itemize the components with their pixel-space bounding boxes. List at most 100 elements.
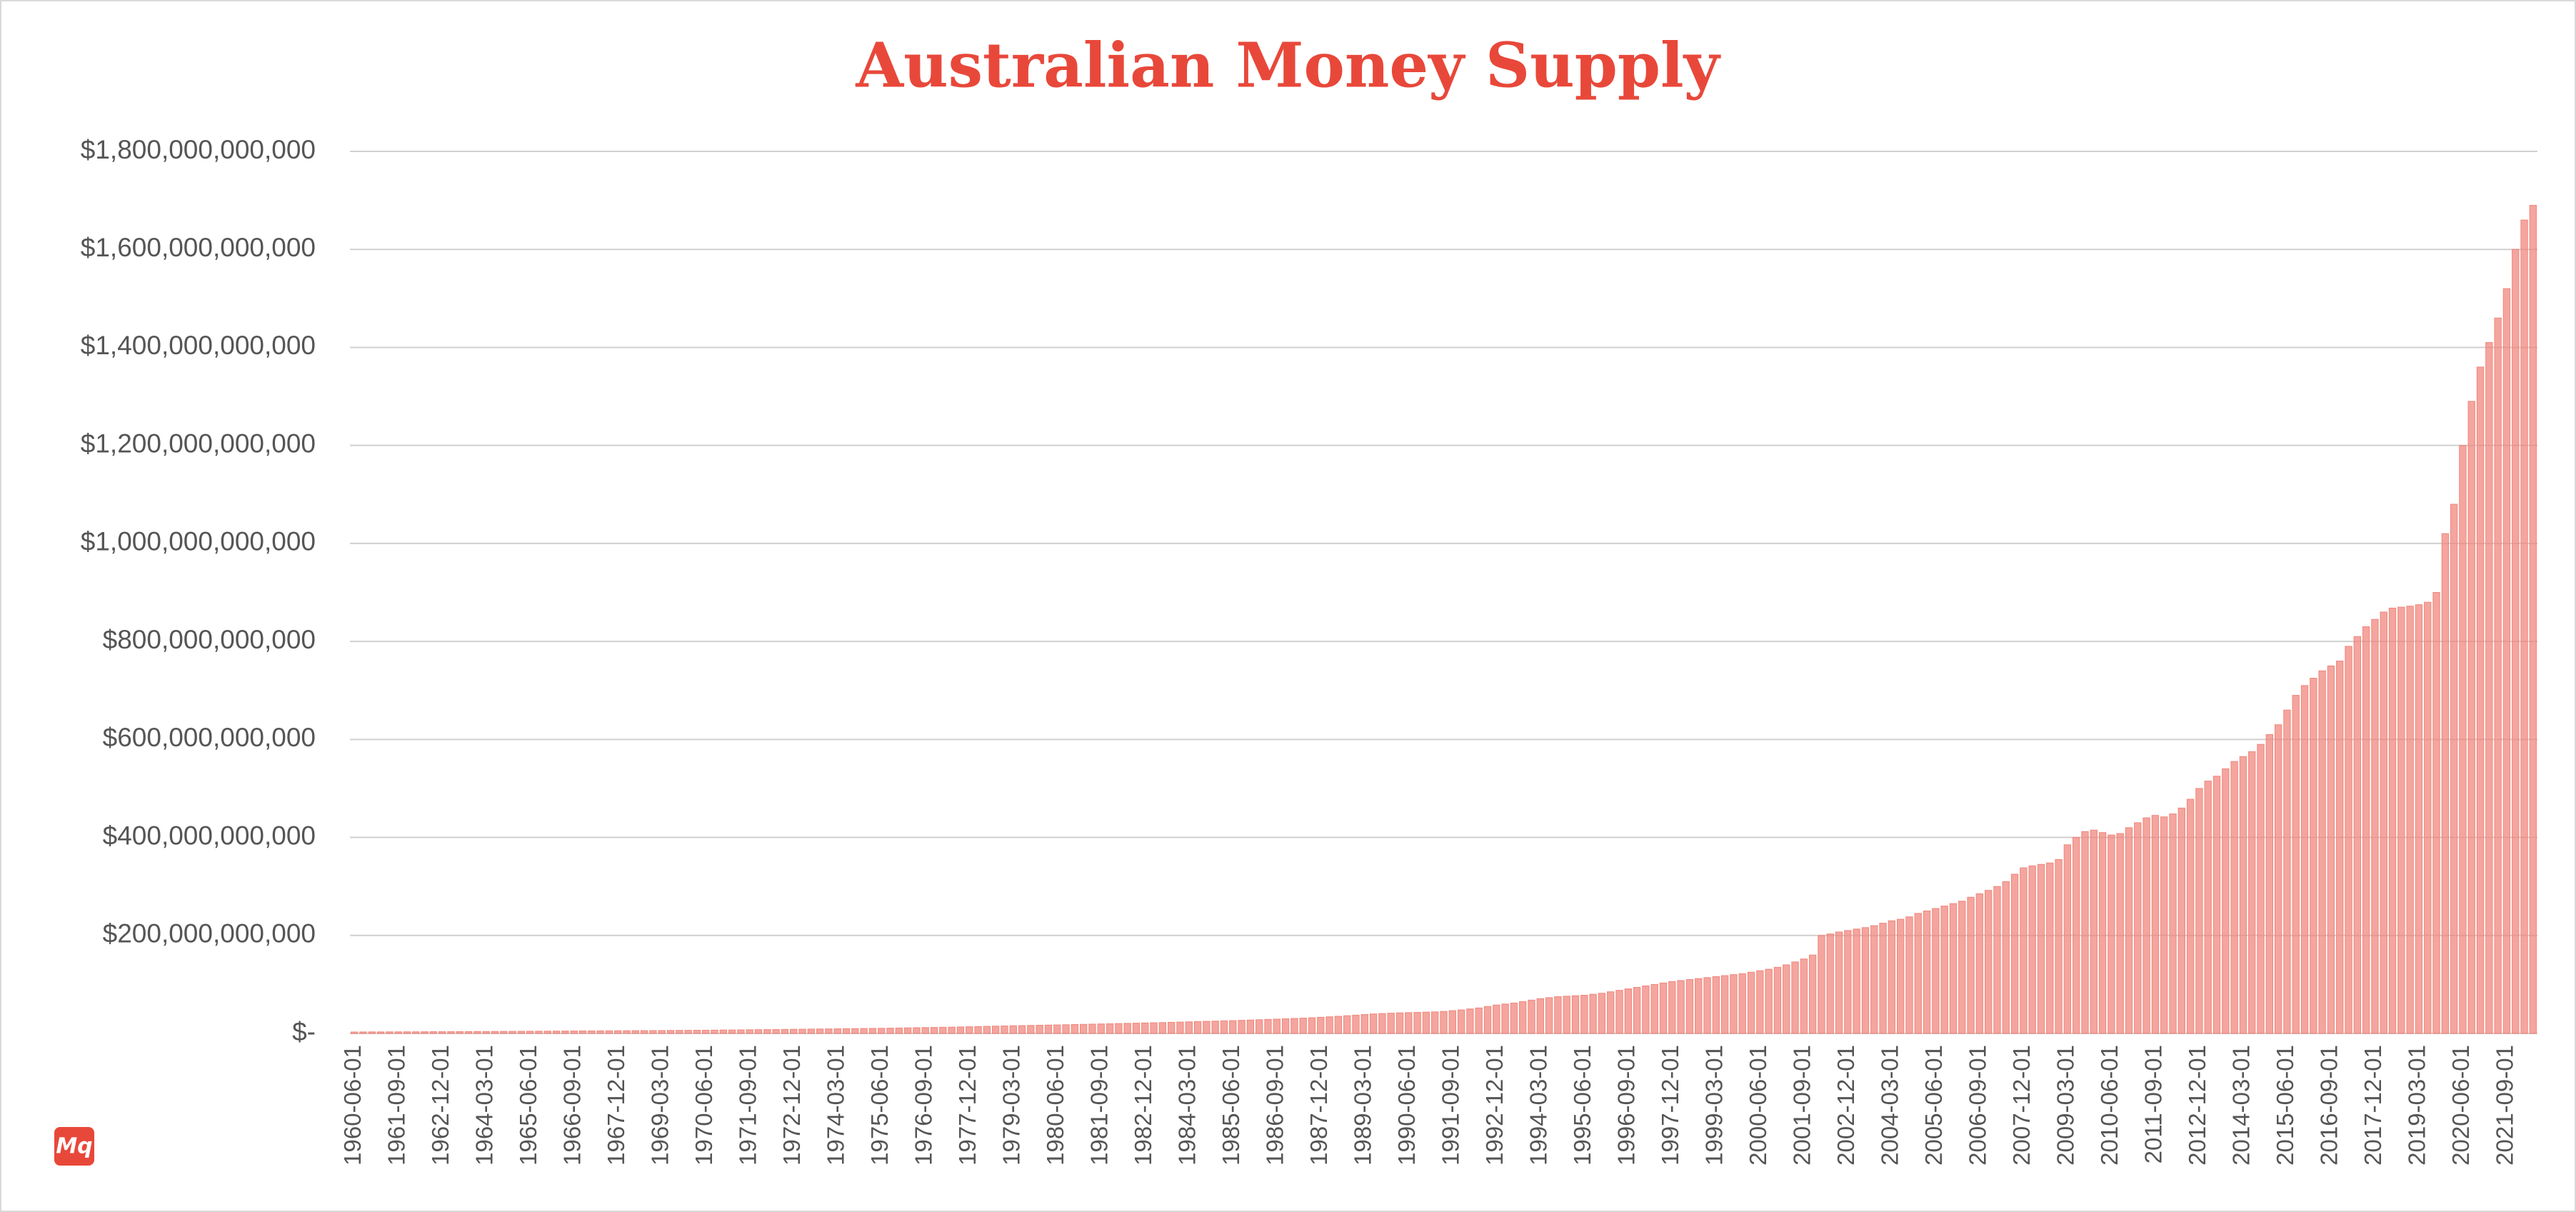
bar: [1580, 994, 1588, 1034]
bar: [631, 1030, 639, 1034]
bar: [1993, 886, 2001, 1034]
bar: [2300, 685, 2309, 1034]
bar: [1615, 990, 1623, 1034]
x-tick-label: 1974-03-01: [822, 1045, 848, 1166]
bar: [640, 1030, 648, 1034]
bar: [1633, 987, 1641, 1034]
x-tick-label: 2019-03-01: [2404, 1045, 2430, 1166]
bar: [1141, 1022, 1149, 1034]
bar: [1053, 1024, 1061, 1034]
bar: [2002, 881, 2010, 1034]
bar: [1123, 1023, 1131, 1034]
x-tick-label: 1985-06-01: [1218, 1045, 1244, 1166]
bar: [2397, 606, 2405, 1034]
x-tick-label: 1984-03-01: [1173, 1045, 1200, 1166]
bar: [649, 1030, 657, 1034]
bar: [790, 1028, 798, 1034]
bar: [851, 1028, 859, 1034]
bar: [1440, 1011, 1448, 1034]
bar: [1545, 997, 1553, 1034]
bar: [561, 1031, 569, 1034]
bar: [1097, 1023, 1105, 1034]
x-tick-label: 1979-03-01: [998, 1045, 1024, 1166]
bar: [464, 1031, 473, 1034]
bar: [2494, 317, 2502, 1034]
bar: [2222, 768, 2230, 1034]
bar: [1896, 918, 1905, 1034]
bar: [1888, 920, 1896, 1034]
bar: [1360, 1014, 1368, 1034]
x-tick-label: 1992-12-01: [1481, 1045, 1508, 1166]
x-tick-label: 1986-09-01: [1261, 1045, 1288, 1166]
bar: [1773, 966, 1782, 1034]
bar: [2230, 761, 2238, 1034]
bar: [1695, 978, 1703, 1034]
bar: [1475, 1007, 1483, 1034]
x-tick-label: 2016-09-01: [2316, 1045, 2342, 1166]
x-tick-label: 1972-12-01: [778, 1045, 805, 1166]
bar: [1229, 1020, 1237, 1034]
bar: [2476, 366, 2485, 1034]
bar: [684, 1030, 692, 1034]
x-tick-label: 2009-03-01: [2053, 1045, 2079, 1166]
y-tick-label: $1,600,000,000,000: [81, 233, 316, 262]
bar: [702, 1029, 710, 1034]
bar: [1369, 1013, 1378, 1034]
bar: [939, 1026, 947, 1034]
bar: [1685, 979, 1694, 1034]
bar: [825, 1028, 833, 1034]
bar: [2248, 751, 2256, 1034]
bar: [1861, 927, 1870, 1034]
x-tick-label: 2010-06-01: [2096, 1045, 2123, 1166]
bar: [1211, 1021, 1219, 1034]
bar: [921, 1027, 929, 1034]
x-tick-label: 2002-12-01: [1833, 1045, 1859, 1166]
bar: [2502, 288, 2511, 1034]
bar: [1431, 1011, 1439, 1034]
bar: [1756, 970, 1764, 1034]
x-tick-label: 1999-03-01: [1701, 1045, 1728, 1166]
bar: [1607, 991, 1615, 1034]
bar: [1940, 906, 1948, 1034]
x-tick-label: 1975-06-01: [866, 1045, 893, 1166]
bar: [535, 1031, 543, 1034]
bar: [737, 1029, 745, 1034]
bar: [1115, 1023, 1123, 1034]
bar: [1343, 1015, 1351, 1034]
bar: [1387, 1013, 1395, 1034]
bar: [1720, 975, 1729, 1034]
bar: [1650, 983, 1658, 1034]
bar: [2283, 709, 2291, 1034]
bar: [2353, 636, 2361, 1034]
bar: [1193, 1021, 1202, 1034]
bar: [2362, 626, 2370, 1034]
bar: [2406, 606, 2414, 1034]
x-tick-label: 2020-06-01: [2447, 1045, 2474, 1166]
y-tick-label: $1,000,000,000,000: [81, 527, 316, 556]
bar: [2529, 204, 2537, 1034]
bar: [2371, 618, 2379, 1034]
bar: [913, 1027, 921, 1034]
bar: [2520, 219, 2528, 1034]
bar: [860, 1028, 868, 1034]
x-tick-label: 1987-12-01: [1305, 1045, 1332, 1166]
bar: [1405, 1012, 1413, 1034]
bar: [359, 1031, 367, 1034]
bar: [2046, 862, 2054, 1034]
bar: [429, 1031, 438, 1034]
bar: [1062, 1024, 1070, 1034]
bar: [754, 1029, 763, 1034]
bar: [2010, 873, 2019, 1034]
bar: [2063, 844, 2072, 1034]
bar: [1589, 993, 1597, 1034]
bar: [1185, 1021, 1193, 1034]
bar: [878, 1028, 886, 1034]
bar: [1967, 896, 1975, 1034]
x-tick-label: 2015-06-01: [2272, 1045, 2298, 1166]
bar: [1203, 1021, 1211, 1034]
bar: [2028, 865, 2036, 1034]
x-tick-label: 1976-09-01: [910, 1045, 936, 1166]
bar: [1448, 1010, 1456, 1034]
bar: [1914, 913, 1922, 1034]
bar: [658, 1030, 666, 1034]
